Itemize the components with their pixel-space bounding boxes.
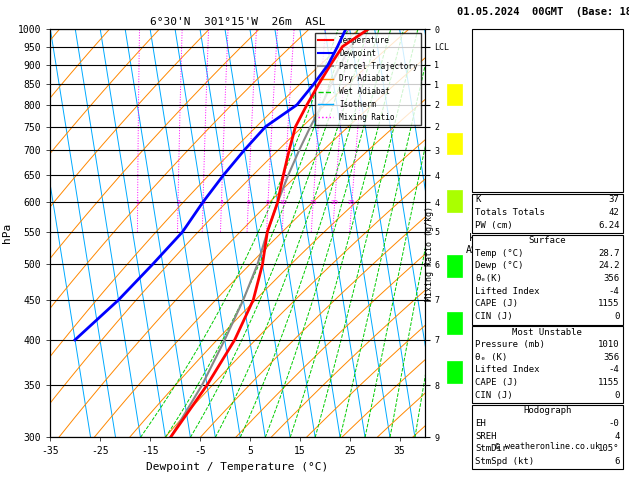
Text: Lifted Index: Lifted Index: [475, 365, 540, 375]
Text: 2: 2: [176, 200, 180, 205]
Text: 25: 25: [348, 200, 356, 205]
Text: 20: 20: [331, 200, 338, 205]
Text: 8: 8: [266, 200, 270, 205]
Text: 0: 0: [614, 312, 620, 321]
Legend: Temperature, Dewpoint, Parcel Trajectory, Dry Adiabat, Wet Adiabat, Isotherm, Mi: Temperature, Dewpoint, Parcel Trajectory…: [314, 33, 421, 125]
Text: SREH: SREH: [475, 432, 496, 441]
Text: 356: 356: [603, 274, 620, 283]
Text: 105°: 105°: [598, 444, 620, 453]
Text: 3: 3: [201, 200, 205, 205]
Text: CIN (J): CIN (J): [475, 312, 513, 321]
Text: Pressure (mb): Pressure (mb): [475, 340, 545, 349]
Text: 4: 4: [614, 432, 620, 441]
Text: Lifted Index: Lifted Index: [475, 287, 540, 296]
Y-axis label: km
ASL: km ASL: [465, 233, 483, 255]
Text: Temp (°C): Temp (°C): [475, 249, 523, 258]
Text: 1: 1: [136, 200, 140, 205]
Y-axis label: hPa: hPa: [3, 223, 12, 243]
Title: 6°30'N  301°15'W  26m  ASL: 6°30'N 301°15'W 26m ASL: [150, 17, 325, 27]
Text: 24.2: 24.2: [598, 261, 620, 271]
Text: 1155: 1155: [598, 378, 620, 387]
Text: -4: -4: [609, 365, 620, 375]
Text: Dewp (°C): Dewp (°C): [475, 261, 523, 271]
X-axis label: Dewpoint / Temperature (°C): Dewpoint / Temperature (°C): [147, 462, 328, 472]
Text: 10: 10: [280, 200, 287, 205]
Text: θₑ(K): θₑ(K): [475, 274, 502, 283]
Text: 0: 0: [614, 391, 620, 400]
Text: 6.24: 6.24: [598, 221, 620, 230]
Text: θₑ (K): θₑ (K): [475, 353, 507, 362]
Text: 1010: 1010: [598, 340, 620, 349]
Text: Surface: Surface: [528, 236, 566, 245]
Text: 15: 15: [309, 200, 317, 205]
Text: StmDir: StmDir: [475, 444, 507, 453]
Text: -0: -0: [609, 419, 620, 428]
Text: StmSpd (kt): StmSpd (kt): [475, 457, 534, 466]
Text: Most Unstable: Most Unstable: [512, 328, 582, 337]
Text: kt: kt: [480, 43, 490, 52]
Text: CIN (J): CIN (J): [475, 391, 513, 400]
Text: PW (cm): PW (cm): [475, 221, 513, 230]
Text: 42: 42: [609, 208, 620, 217]
Text: 356: 356: [603, 353, 620, 362]
Text: 1155: 1155: [598, 299, 620, 309]
Text: K: K: [475, 195, 481, 205]
Text: EH: EH: [475, 419, 486, 428]
Text: Hodograph: Hodograph: [523, 406, 571, 416]
Text: 4: 4: [220, 200, 223, 205]
Text: © weatheronline.co.uk: © weatheronline.co.uk: [495, 442, 599, 451]
Text: CAPE (J): CAPE (J): [475, 299, 518, 309]
Text: CAPE (J): CAPE (J): [475, 378, 518, 387]
Text: 28.7: 28.7: [598, 249, 620, 258]
Text: Totals Totals: Totals Totals: [475, 208, 545, 217]
Text: Mixing Ratio (g/kg): Mixing Ratio (g/kg): [425, 206, 434, 301]
Text: 6: 6: [614, 457, 620, 466]
Text: 37: 37: [609, 195, 620, 205]
Text: -4: -4: [609, 287, 620, 296]
Text: 6: 6: [247, 200, 250, 205]
Text: 01.05.2024  00GMT  (Base: 18): 01.05.2024 00GMT (Base: 18): [457, 7, 629, 17]
